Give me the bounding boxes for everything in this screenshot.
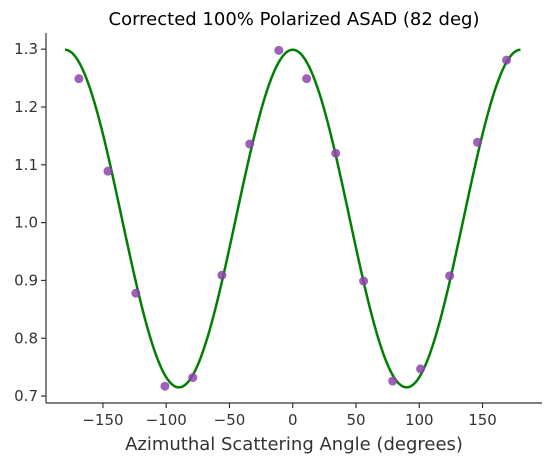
x-tick-label: 150 <box>468 411 497 429</box>
data-point <box>472 137 482 147</box>
data-point <box>103 166 113 176</box>
data-point <box>274 45 284 55</box>
x-tick-label: −50 <box>214 411 246 429</box>
data-point <box>74 74 84 84</box>
data-point <box>388 376 398 386</box>
y-tick-label: 1.0 <box>14 214 38 232</box>
data-point <box>416 364 426 374</box>
data-points <box>74 45 512 391</box>
x-tick-label: 50 <box>346 411 365 429</box>
y-axis-ticks: 0.7 0.8 0.9 1.0 1.1 1.2 1.3 <box>14 40 46 405</box>
x-tick-label: 100 <box>405 411 434 429</box>
data-point <box>188 373 198 383</box>
y-tick-label: 1.3 <box>14 40 38 58</box>
y-tick-label: 1.1 <box>14 156 38 174</box>
data-point <box>217 270 227 280</box>
data-point <box>445 271 455 281</box>
y-tick-label: 0.7 <box>14 387 38 405</box>
y-tick-label: 1.2 <box>14 98 38 116</box>
x-tick-label: −100 <box>146 411 187 429</box>
data-point <box>302 74 312 84</box>
data-point <box>131 288 141 298</box>
x-axis-label: Azimuthal Scattering Angle (degrees) <box>125 434 463 455</box>
x-axis-ticks: −150 −100 −50 0 50 100 150 <box>82 403 497 429</box>
x-tick-label: 0 <box>288 411 298 429</box>
data-point <box>502 55 512 65</box>
data-point <box>331 148 341 158</box>
chart-title: Corrected 100% Polarized ASAD (82 deg) <box>109 9 480 30</box>
x-tick-label: −150 <box>82 411 123 429</box>
y-tick-label: 0.9 <box>14 271 38 289</box>
fit-curve-line <box>64 48 521 389</box>
data-point <box>160 381 170 391</box>
data-point <box>359 276 369 286</box>
y-tick-label: 0.8 <box>14 329 38 347</box>
data-point <box>245 139 255 149</box>
